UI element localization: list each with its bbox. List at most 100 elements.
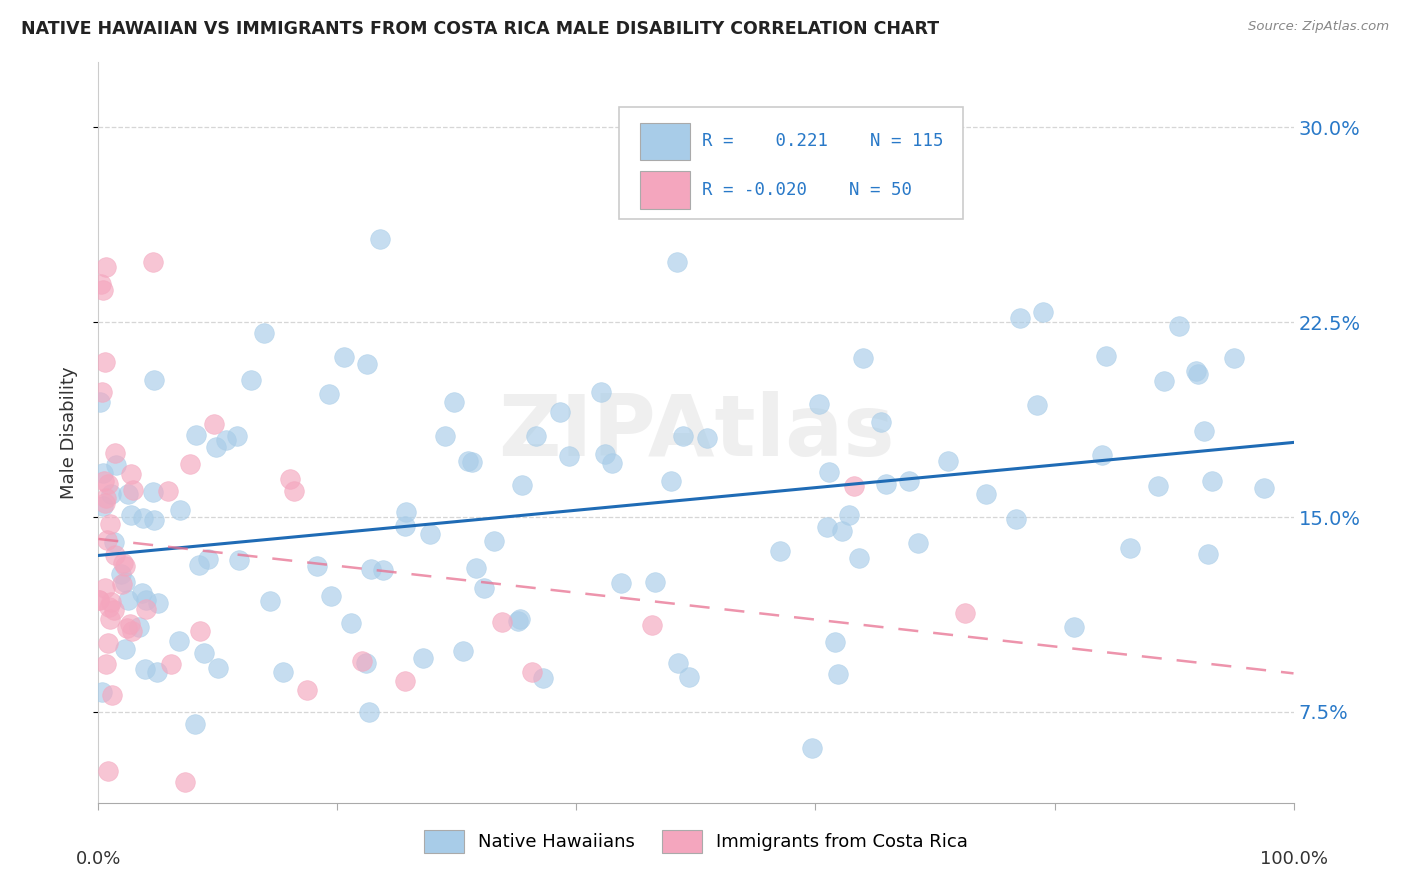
Point: [851, 351, 873, 365]
Point: [600, 456, 623, 470]
Point: [143, 513, 166, 527]
Point: [283, 483, 305, 498]
Point: [228, 553, 250, 567]
Y-axis label: Male Disability: Male Disability: [59, 367, 77, 499]
Point: [936, 454, 959, 468]
Point: [531, 671, 554, 685]
Point: [666, 254, 689, 268]
Point: [558, 449, 581, 463]
Point: [875, 477, 897, 491]
Point: [1119, 541, 1142, 555]
Legend: Native Hawaiians, Immigrants from Costa Rica: Native Hawaiians, Immigrants from Costa …: [416, 822, 976, 861]
Point: [359, 706, 381, 720]
Point: [1197, 547, 1219, 561]
Text: Source: ZipAtlas.com: Source: ZipAtlas.com: [1249, 20, 1389, 33]
Point: [118, 616, 141, 631]
Point: [114, 575, 136, 590]
Point: [678, 670, 700, 684]
Point: [360, 562, 382, 576]
Point: [831, 524, 853, 539]
Point: [815, 520, 838, 534]
Point: [696, 431, 718, 445]
Point: [768, 543, 790, 558]
Text: 0.0%: 0.0%: [76, 849, 121, 868]
Point: [91, 384, 114, 399]
Point: [1005, 512, 1028, 526]
Point: [97, 477, 120, 491]
Point: [844, 478, 866, 492]
Point: [112, 556, 135, 570]
Point: [98, 612, 121, 626]
Point: [1147, 479, 1170, 493]
Point: [197, 551, 219, 566]
Point: [188, 624, 211, 638]
Point: [259, 593, 281, 607]
Point: [848, 550, 870, 565]
Point: [1185, 364, 1208, 378]
Point: [472, 581, 495, 595]
Point: [103, 535, 125, 549]
Point: [394, 674, 416, 689]
Point: [319, 590, 342, 604]
Point: [93, 496, 115, 510]
Point: [1025, 398, 1047, 412]
Point: [131, 586, 153, 600]
Point: [114, 642, 136, 657]
Point: [295, 683, 318, 698]
Point: [143, 373, 166, 387]
Point: [451, 643, 474, 657]
Point: [800, 740, 823, 755]
Point: [1192, 425, 1215, 439]
Point: [134, 662, 156, 676]
Point: [135, 593, 157, 607]
Point: [672, 428, 695, 442]
Text: 100.0%: 100.0%: [1260, 849, 1327, 868]
Point: [94, 491, 117, 505]
Point: [146, 665, 169, 680]
Point: [305, 559, 328, 574]
Point: [97, 600, 120, 615]
Point: [974, 487, 997, 501]
Point: [167, 634, 190, 648]
Point: [120, 467, 142, 482]
Point: [550, 404, 572, 418]
Point: [207, 660, 229, 674]
Point: [97, 636, 120, 650]
Point: [838, 508, 860, 522]
Point: [1201, 474, 1223, 488]
Point: [87, 592, 110, 607]
Point: [100, 595, 122, 609]
Point: [110, 566, 132, 581]
Point: [226, 429, 249, 443]
Point: [1032, 305, 1054, 319]
Text: R = -0.020    N = 50: R = -0.020 N = 50: [702, 181, 911, 199]
Point: [482, 534, 505, 549]
Point: [644, 575, 666, 590]
Point: [1253, 481, 1275, 495]
Point: [419, 527, 441, 541]
Point: [142, 485, 165, 500]
Point: [90, 277, 112, 291]
Point: [870, 415, 893, 429]
Point: [135, 602, 157, 616]
Point: [120, 508, 142, 523]
Point: [461, 455, 484, 469]
Point: [204, 440, 226, 454]
Point: [187, 558, 209, 572]
Point: [104, 446, 127, 460]
Point: [1063, 620, 1085, 634]
Point: [666, 657, 689, 671]
Point: [186, 427, 208, 442]
Point: [641, 618, 664, 632]
Point: [524, 429, 547, 443]
Point: [491, 615, 513, 629]
Point: [179, 458, 201, 472]
Point: [94, 354, 117, 368]
Point: [97, 764, 120, 778]
Point: [1153, 374, 1175, 388]
Point: [98, 516, 121, 531]
Point: [1168, 318, 1191, 333]
Point: [132, 511, 155, 525]
Point: [457, 453, 479, 467]
Point: [114, 559, 136, 574]
